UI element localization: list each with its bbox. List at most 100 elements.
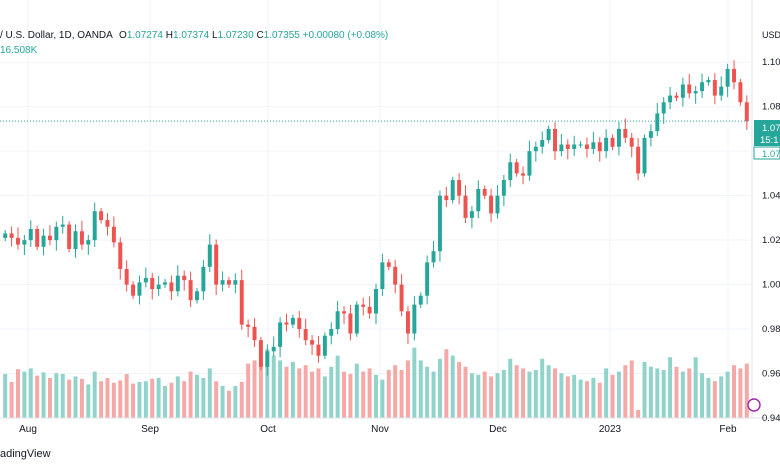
- volume-bar: [354, 363, 359, 418]
- volume-bar: [3, 374, 8, 418]
- candle-body: [380, 262, 385, 290]
- candle-body: [124, 269, 129, 285]
- candle-body: [278, 322, 283, 347]
- volume-bar: [316, 368, 321, 418]
- volume-bar: [604, 368, 609, 418]
- volume-bar: [591, 378, 596, 418]
- candle-body: [111, 226, 116, 243]
- candle-body: [578, 144, 583, 146]
- candle-body: [316, 344, 321, 356]
- symbol-legend: / U.S. Dollar, 1D, OANDA O1.07274 H1.073…: [0, 30, 388, 41]
- volume-bar: [79, 378, 84, 418]
- volume-bar: [297, 368, 302, 418]
- volume-bar: [246, 363, 251, 418]
- candle-body: [322, 335, 327, 356]
- candle-body: [265, 351, 270, 367]
- candle-body: [348, 313, 353, 334]
- volume-bar: [348, 374, 353, 418]
- volume-bar: [310, 371, 315, 418]
- candle-body: [99, 211, 104, 221]
- candle-body: [521, 173, 526, 176]
- candle-body: [284, 322, 289, 325]
- volume-bar: [278, 360, 283, 418]
- candle-body: [131, 284, 136, 296]
- volume-bar: [616, 371, 621, 418]
- candle-body: [450, 180, 455, 201]
- volume-bar: [636, 410, 641, 418]
- symbol-text: / U.S. Dollar, 1D, OANDA: [0, 30, 113, 41]
- change-value: +0.00080 (+0.08%): [302, 30, 389, 41]
- candle-body: [137, 282, 142, 296]
- time-tick-label: Sep: [141, 424, 159, 435]
- candle-body: [514, 162, 519, 174]
- volume-bar: [744, 363, 749, 418]
- volume-bar: [412, 347, 417, 418]
- candle-body: [425, 262, 430, 296]
- candle-body: [297, 317, 302, 330]
- volume-bar: [182, 381, 187, 418]
- volume-bar: [706, 378, 711, 418]
- volume-bar: [437, 358, 442, 418]
- volume-bar: [105, 378, 110, 418]
- candle-body: [175, 275, 180, 292]
- close-label: C: [256, 30, 264, 41]
- volume-bar: [482, 371, 487, 418]
- volume-bar: [386, 370, 391, 418]
- candle-body: [642, 137, 647, 174]
- volume-bar: [303, 365, 308, 418]
- last-price-value: 1.07: [762, 123, 780, 134]
- candle-body: [738, 82, 743, 103]
- candle-body: [233, 280, 238, 285]
- candle-body: [143, 277, 148, 283]
- volume-bar: [367, 368, 372, 418]
- volume-bar: [431, 371, 436, 418]
- low-value: 1.07230: [217, 30, 254, 41]
- close-value: 1.07355: [263, 30, 300, 41]
- volume-bar: [290, 362, 295, 418]
- scroll-to-realtime-button[interactable]: [747, 398, 761, 412]
- volume-bar: [719, 376, 724, 418]
- volume-bar: [425, 366, 430, 418]
- candle-body: [150, 277, 155, 290]
- volume-bar: [514, 365, 519, 418]
- volume-bar: [99, 381, 104, 418]
- candle-body: [156, 284, 161, 290]
- volume-bar: [661, 370, 666, 418]
- volume-bar: [489, 376, 494, 418]
- candle-body: [105, 220, 110, 227]
- candle-body: [565, 144, 570, 149]
- volume-bar: [195, 374, 199, 418]
- volume-legend: 16.508K: [0, 45, 38, 56]
- candle-body: [719, 86, 724, 96]
- candle-body: [54, 226, 59, 241]
- candle-body: [725, 68, 730, 87]
- candle-body: [271, 346, 276, 352]
- volume-bar: [450, 355, 455, 418]
- price-tick-label: 0.96: [762, 369, 780, 380]
- volume-bar: [271, 355, 276, 418]
- volume-bar: [463, 366, 468, 418]
- price-tick-label: 1.08: [762, 102, 780, 113]
- volume-bar: [150, 378, 155, 418]
- volume-bar: [610, 374, 615, 418]
- candle-body: [604, 137, 609, 152]
- volume-bar: [648, 366, 653, 418]
- attribution-text[interactable]: adingView: [0, 448, 51, 460]
- candle-body: [732, 68, 736, 83]
- price-tick-label: 0.98: [762, 324, 780, 335]
- time-tick-label: Nov: [371, 424, 389, 435]
- time-tick-label: 2023: [599, 424, 622, 435]
- candle-body: [668, 95, 673, 103]
- volume-bar: [220, 386, 225, 418]
- candle-body: [457, 180, 462, 196]
- candle-body: [354, 304, 359, 334]
- candle-body: [169, 282, 174, 292]
- volume-bar: [700, 373, 705, 418]
- candle-body: [584, 144, 589, 149]
- volume-bar: [124, 374, 129, 418]
- volume-bar: [265, 349, 270, 418]
- candle-body: [28, 229, 33, 241]
- volume-bar: [361, 371, 366, 418]
- candle-body: [495, 195, 500, 214]
